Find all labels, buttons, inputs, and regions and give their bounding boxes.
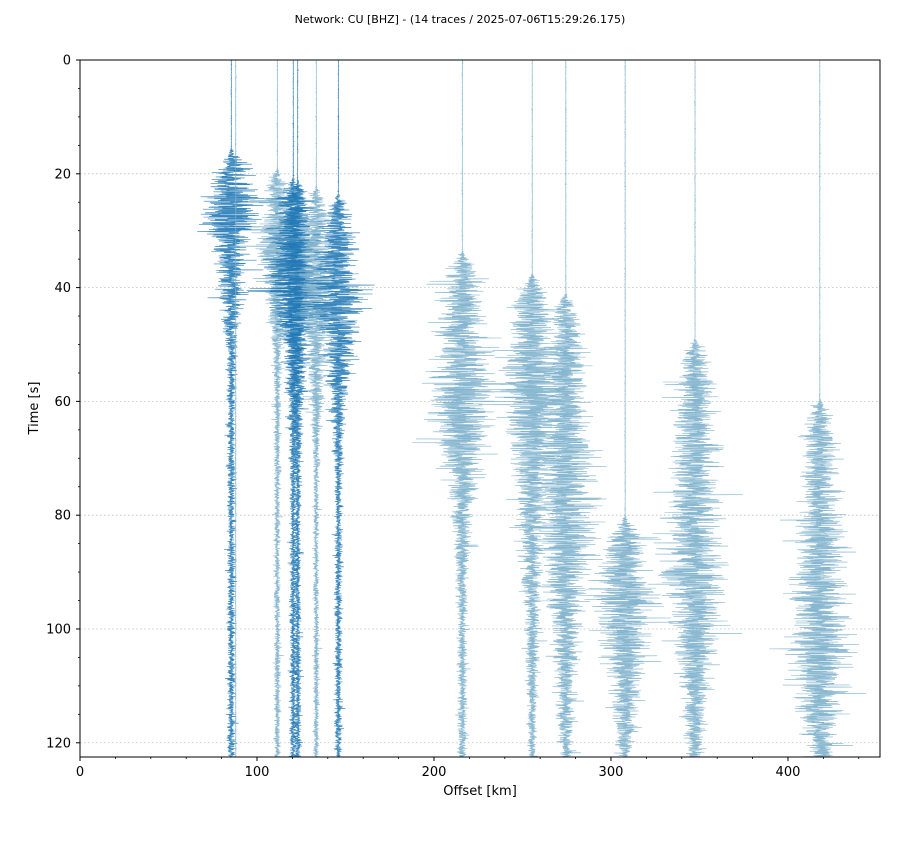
- chart-title: Network: CU [BHZ] - (14 traces / 2025-07…: [294, 13, 626, 26]
- trace-11: [647, 59, 743, 758]
- trace-12: [769, 59, 867, 758]
- y-tick-label-100: 100: [46, 622, 71, 637]
- x-tick-label-100: 100: [245, 765, 270, 780]
- trace-9: [509, 59, 607, 758]
- plot-frame: [79, 59, 881, 758]
- x-tick-label-400: 400: [776, 765, 801, 780]
- x-tick-label-300: 300: [599, 765, 624, 780]
- trace-4: [247, 59, 338, 758]
- y-axis-label: Time [s]: [27, 382, 42, 436]
- tick-layer: 0 20 40 60 80 100 120 0 100 200 300 400: [46, 54, 860, 780]
- trace-5: [281, 59, 345, 758]
- trace-layer: [197, 59, 867, 758]
- x-tick-label-0: 0: [76, 765, 84, 780]
- trace-3: [246, 59, 323, 758]
- trace-10: [579, 59, 673, 758]
- y-tick-label-20: 20: [54, 167, 71, 182]
- trace-1: [234, 59, 238, 758]
- trace-7: [411, 59, 524, 758]
- x-tick-label-200: 200: [422, 765, 447, 780]
- trace-8: [469, 59, 581, 758]
- trace-0: [197, 60, 294, 758]
- y-tick-label-60: 60: [54, 395, 71, 410]
- y-tick-label-120: 120: [46, 736, 71, 751]
- y-tick-label-0: 0: [63, 54, 71, 69]
- trace-2: [222, 59, 305, 758]
- x-axis-label: Offset [km]: [443, 784, 517, 799]
- y-tick-label-80: 80: [54, 509, 71, 524]
- trace-6: [283, 59, 375, 758]
- y-tick-label-40: 40: [54, 281, 71, 296]
